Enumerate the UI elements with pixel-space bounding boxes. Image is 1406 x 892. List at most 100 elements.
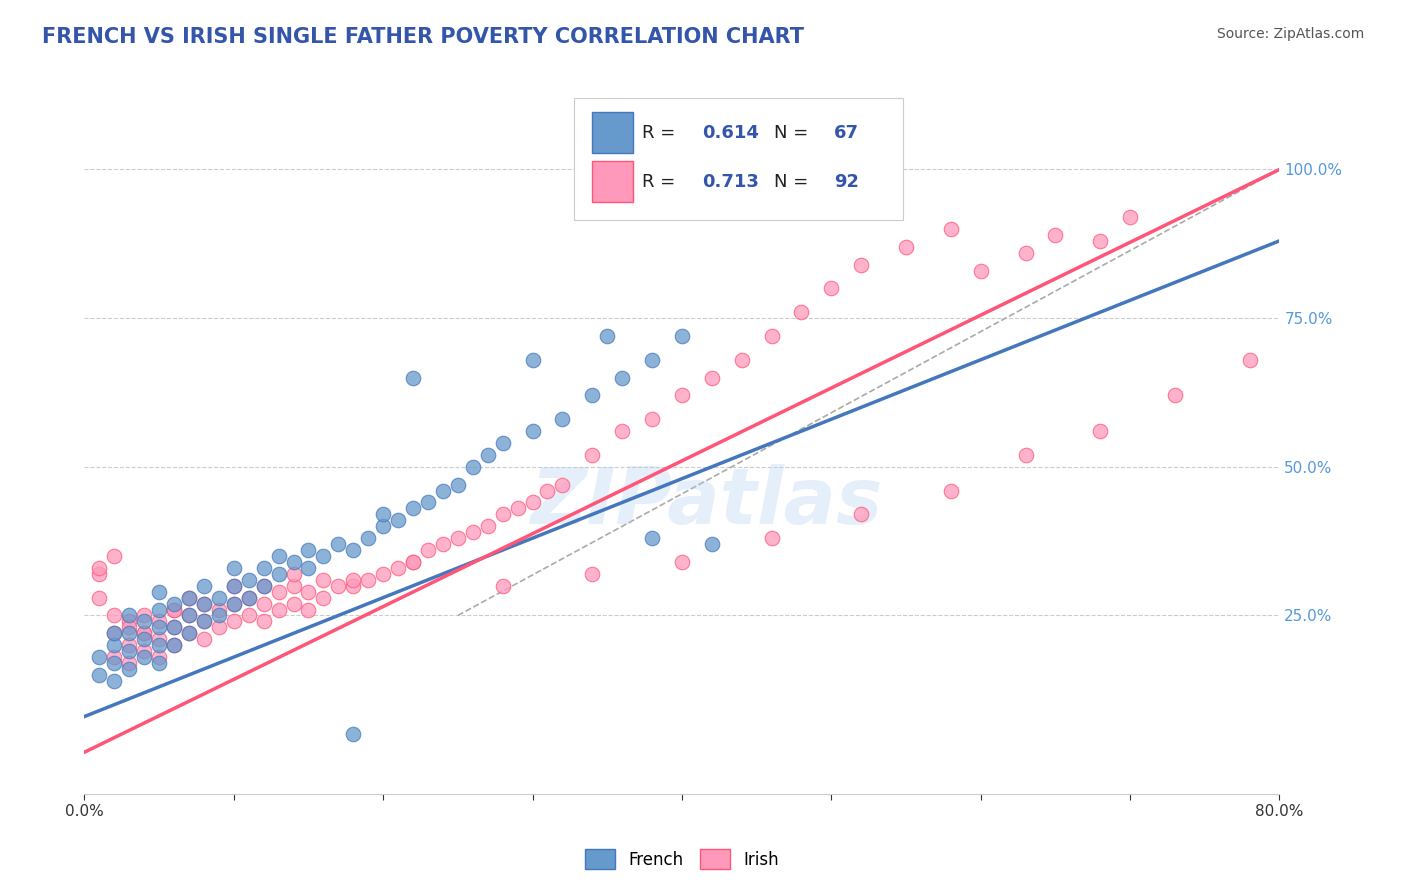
- Point: [193, 579, 215, 593]
- Point: [238, 608, 260, 623]
- Point: [103, 656, 125, 670]
- Point: [328, 579, 350, 593]
- Point: [222, 561, 245, 575]
- Point: [761, 329, 783, 343]
- Point: [610, 370, 633, 384]
- Point: [357, 531, 380, 545]
- Point: [238, 591, 260, 605]
- Point: [118, 620, 141, 634]
- Point: [1045, 227, 1067, 242]
- Text: N =: N =: [773, 173, 814, 191]
- Point: [342, 573, 364, 587]
- Point: [148, 650, 170, 665]
- Point: [402, 555, 425, 569]
- Point: [118, 662, 141, 676]
- Point: [89, 668, 111, 682]
- Point: [387, 561, 409, 575]
- Point: [342, 579, 364, 593]
- Point: [148, 632, 170, 647]
- Text: 0.614: 0.614: [702, 124, 759, 142]
- Point: [132, 644, 156, 658]
- Point: [581, 388, 603, 402]
- Point: [148, 584, 170, 599]
- Point: [177, 626, 200, 640]
- Point: [536, 483, 558, 498]
- Legend: French, Irish: French, Irish: [578, 842, 786, 876]
- Point: [461, 459, 484, 474]
- Point: [253, 561, 276, 575]
- Point: [283, 566, 305, 581]
- Point: [402, 370, 425, 384]
- Point: [89, 591, 111, 605]
- Point: [253, 579, 276, 593]
- Point: [894, 240, 917, 254]
- Point: [447, 531, 470, 545]
- Text: R =: R =: [643, 124, 682, 142]
- Point: [492, 579, 515, 593]
- Point: [267, 584, 290, 599]
- Text: ZIPatlas: ZIPatlas: [530, 464, 882, 540]
- Point: [103, 549, 125, 563]
- Point: [148, 602, 170, 616]
- Point: [731, 352, 754, 367]
- Point: [790, 305, 813, 319]
- Point: [506, 501, 529, 516]
- Point: [238, 591, 260, 605]
- Point: [849, 508, 872, 522]
- Point: [103, 638, 125, 652]
- FancyBboxPatch shape: [592, 112, 633, 153]
- Point: [222, 597, 245, 611]
- Point: [103, 626, 125, 640]
- Point: [1014, 245, 1036, 260]
- Point: [238, 573, 260, 587]
- Point: [132, 626, 156, 640]
- Text: 67: 67: [834, 124, 859, 142]
- Point: [849, 258, 872, 272]
- Point: [163, 597, 186, 611]
- Point: [671, 555, 693, 569]
- Point: [447, 477, 470, 491]
- Point: [89, 566, 111, 581]
- Point: [522, 495, 544, 509]
- Point: [148, 656, 170, 670]
- Point: [522, 352, 544, 367]
- Point: [581, 566, 603, 581]
- Point: [163, 620, 186, 634]
- Point: [132, 615, 156, 629]
- Point: [297, 602, 319, 616]
- Point: [761, 531, 783, 545]
- Point: [118, 626, 141, 640]
- Point: [222, 579, 245, 593]
- Point: [939, 483, 962, 498]
- Point: [387, 513, 409, 527]
- Point: [1090, 234, 1112, 248]
- Point: [177, 626, 200, 640]
- Point: [103, 673, 125, 688]
- Point: [132, 626, 156, 640]
- Point: [297, 561, 319, 575]
- Point: [222, 579, 245, 593]
- Point: [700, 537, 723, 551]
- Point: [163, 638, 186, 652]
- Point: [283, 555, 305, 569]
- Point: [328, 537, 350, 551]
- Point: [641, 352, 664, 367]
- Point: [297, 584, 319, 599]
- Point: [312, 591, 335, 605]
- Point: [283, 579, 305, 593]
- Point: [939, 222, 962, 236]
- Point: [253, 579, 276, 593]
- Point: [342, 727, 364, 741]
- FancyBboxPatch shape: [592, 161, 633, 202]
- Point: [492, 508, 515, 522]
- Point: [193, 632, 215, 647]
- Point: [1014, 448, 1036, 462]
- Point: [267, 549, 290, 563]
- Point: [103, 608, 125, 623]
- Point: [402, 555, 425, 569]
- Point: [283, 597, 305, 611]
- Text: 0.713: 0.713: [702, 173, 759, 191]
- Text: R =: R =: [643, 173, 682, 191]
- Point: [148, 638, 170, 652]
- Point: [371, 519, 394, 533]
